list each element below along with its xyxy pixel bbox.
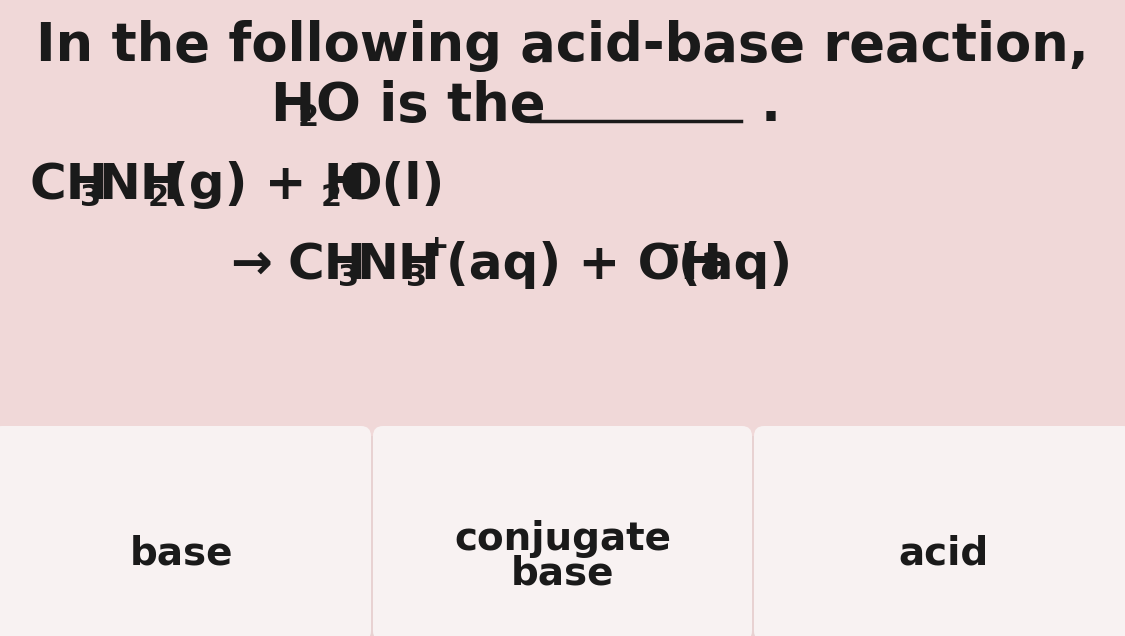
Text: base: base [511,555,614,593]
FancyBboxPatch shape [0,426,371,636]
Bar [0,436,1125,636]
Text: O(l): O(l) [339,161,444,209]
FancyBboxPatch shape [374,426,752,636]
Text: H: H [270,80,314,132]
Text: (aq) + OH: (aq) + OH [446,241,722,289]
Text: acid: acid [899,534,989,572]
Text: (g) + H: (g) + H [166,161,366,209]
Text: (aq): (aq) [678,241,793,289]
Text: 2: 2 [321,184,342,212]
Text: →: → [229,241,272,289]
Text: CH: CH [30,161,109,209]
Text: 2: 2 [298,102,319,132]
Text: 2: 2 [148,184,169,212]
Text: conjugate: conjugate [455,520,670,558]
Text: In the following acid-base reaction,: In the following acid-base reaction, [36,20,1088,72]
Text: 3: 3 [338,263,359,293]
Text: 3: 3 [80,184,101,212]
Text: +: + [424,233,450,263]
Text: NH: NH [356,241,440,289]
Text: base: base [129,534,233,572]
FancyBboxPatch shape [754,426,1125,636]
Text: −: − [656,233,682,263]
Text: 3: 3 [406,263,428,293]
Text: .: . [760,80,781,132]
Text: NH: NH [98,161,182,209]
Text: CH: CH [288,241,367,289]
Text: O is the: O is the [316,80,546,132]
